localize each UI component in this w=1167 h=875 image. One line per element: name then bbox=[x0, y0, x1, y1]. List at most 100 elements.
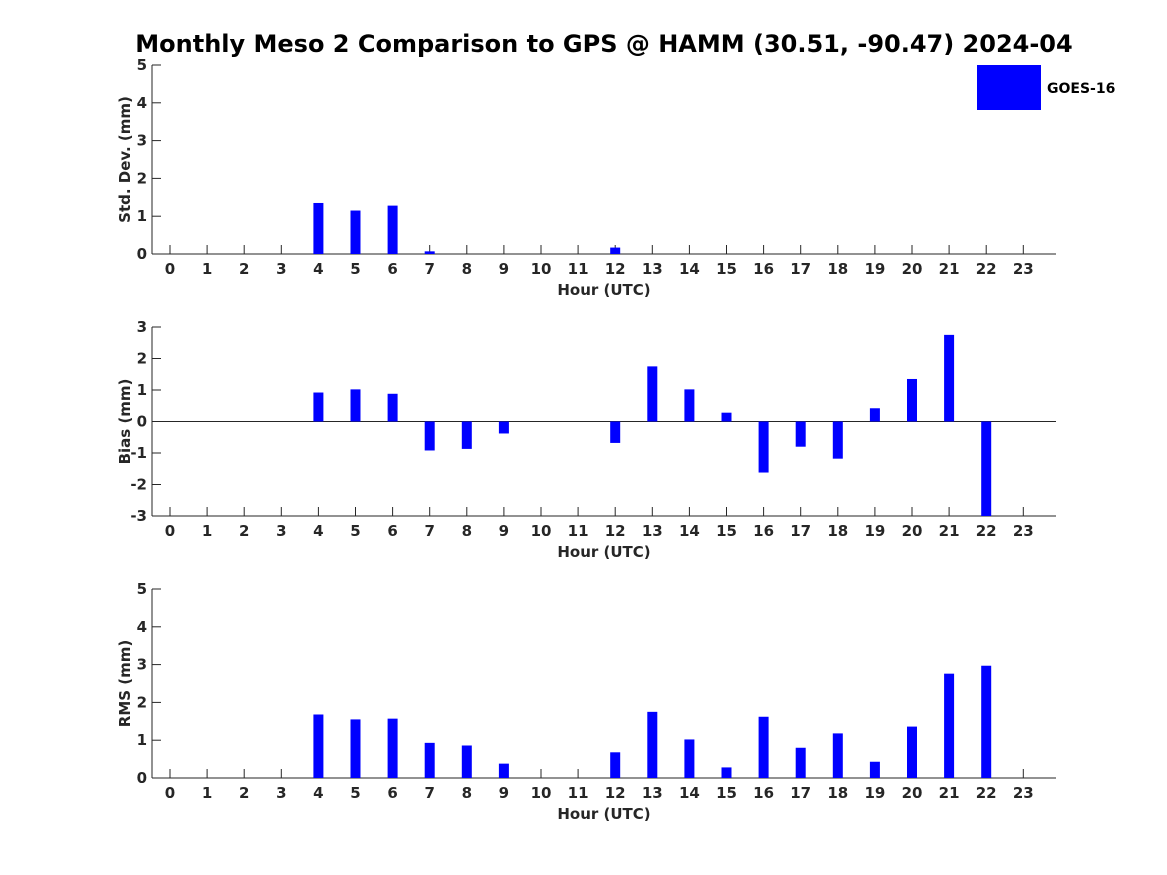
y-tick-label: 4 bbox=[137, 618, 147, 636]
x-tick-label: 21 bbox=[939, 522, 960, 540]
bar-hour-4 bbox=[313, 714, 324, 778]
x-tick-label: 5 bbox=[350, 260, 360, 278]
x-tick-label: 20 bbox=[902, 522, 923, 540]
y-tick-label: 1 bbox=[137, 207, 147, 225]
x-axis-label: Hour (UTC) bbox=[557, 543, 650, 561]
x-tick-label: 8 bbox=[462, 522, 472, 540]
bar-hour-18 bbox=[832, 733, 843, 778]
bar-hour-5 bbox=[350, 719, 361, 778]
y-tick-label: 2 bbox=[137, 350, 147, 368]
bar-hour-8 bbox=[461, 745, 472, 778]
x-tick-label: 7 bbox=[424, 784, 434, 802]
x-axis-label: Hour (UTC) bbox=[557, 805, 650, 823]
x-tick-label: 22 bbox=[976, 260, 997, 278]
x-tick-label: 5 bbox=[350, 522, 360, 540]
x-tick-label: 2 bbox=[239, 260, 249, 278]
x-tick-label: 20 bbox=[902, 260, 923, 278]
x-tick-label: 6 bbox=[387, 260, 397, 278]
bar-hour-7 bbox=[424, 251, 435, 254]
x-tick-label: 14 bbox=[679, 784, 700, 802]
bar-hour-17 bbox=[795, 747, 806, 778]
bar-hour-22 bbox=[981, 421, 992, 516]
bar-hour-12 bbox=[610, 421, 621, 443]
x-tick-label: 9 bbox=[499, 260, 509, 278]
x-tick-label: 1 bbox=[202, 784, 212, 802]
y-axis-label: RMS (mm) bbox=[116, 640, 134, 727]
x-axis-label: Hour (UTC) bbox=[557, 281, 650, 299]
x-tick-label: 15 bbox=[716, 522, 737, 540]
x-tick-label: 4 bbox=[313, 260, 323, 278]
bar-hour-4 bbox=[313, 392, 324, 422]
x-tick-label: 8 bbox=[462, 260, 472, 278]
bar-hour-12 bbox=[610, 752, 621, 778]
bar-hour-22 bbox=[981, 665, 992, 778]
x-tick-label: 17 bbox=[790, 522, 811, 540]
x-tick-label: 17 bbox=[790, 260, 811, 278]
bar-hour-15 bbox=[721, 412, 732, 422]
x-tick-label: 7 bbox=[424, 522, 434, 540]
x-tick-label: 7 bbox=[424, 260, 434, 278]
x-tick-label: 3 bbox=[276, 784, 286, 802]
x-tick-label: 13 bbox=[642, 260, 663, 278]
y-tick-label: 3 bbox=[137, 656, 147, 674]
x-tick-label: 10 bbox=[531, 784, 552, 802]
legend-swatch-goes-16 bbox=[977, 65, 1041, 110]
legend: GOES-16 bbox=[977, 65, 1115, 110]
x-tick-label: 13 bbox=[642, 522, 663, 540]
x-tick-label: 21 bbox=[939, 784, 960, 802]
bar-hour-17 bbox=[795, 421, 806, 447]
x-tick-label: 16 bbox=[753, 522, 774, 540]
y-tick-label: 5 bbox=[137, 56, 147, 74]
bar-hour-6 bbox=[387, 718, 398, 778]
legend-label: GOES-16 bbox=[1047, 81, 1115, 97]
x-tick-label: 15 bbox=[716, 784, 737, 802]
bar-hour-21 bbox=[944, 673, 955, 778]
bar-hour-18 bbox=[832, 421, 843, 459]
x-tick-label: 11 bbox=[568, 260, 589, 278]
bar-hour-13 bbox=[647, 366, 658, 422]
bar-hour-21 bbox=[944, 334, 955, 422]
x-tick-label: 14 bbox=[679, 522, 700, 540]
x-tick-label: 18 bbox=[827, 260, 848, 278]
x-tick-label: 23 bbox=[1013, 260, 1034, 278]
x-tick-label: 12 bbox=[605, 522, 626, 540]
x-tick-label: 18 bbox=[827, 522, 848, 540]
bar-hour-5 bbox=[350, 210, 361, 254]
x-tick-label: 16 bbox=[753, 260, 774, 278]
x-tick-label: 13 bbox=[642, 784, 663, 802]
y-axis-label: Std. Dev. (mm) bbox=[116, 96, 134, 223]
y-axis-label: Bias (mm) bbox=[116, 379, 134, 465]
x-tick-label: 11 bbox=[568, 522, 589, 540]
x-tick-label: 6 bbox=[387, 784, 397, 802]
bar-hour-4 bbox=[313, 202, 324, 254]
x-tick-label: 4 bbox=[313, 784, 323, 802]
y-tick-label: -3 bbox=[130, 507, 147, 525]
y-tick-label: 4 bbox=[137, 94, 147, 112]
x-tick-label: 4 bbox=[313, 522, 323, 540]
x-tick-label: 23 bbox=[1013, 522, 1034, 540]
x-tick-label: 19 bbox=[864, 522, 885, 540]
bar-hour-14 bbox=[684, 739, 695, 778]
y-tick-label: -1 bbox=[130, 444, 147, 462]
x-tick-label: 10 bbox=[531, 522, 552, 540]
y-tick-label: 3 bbox=[137, 318, 147, 336]
x-tick-label: 0 bbox=[165, 260, 175, 278]
x-tick-label: 12 bbox=[605, 784, 626, 802]
chart-title: Monthly Meso 2 Comparison to GPS @ HAMM … bbox=[135, 30, 1072, 58]
x-tick-label: 3 bbox=[276, 260, 286, 278]
y-tick-label: 2 bbox=[137, 169, 147, 187]
x-tick-label: 14 bbox=[679, 260, 700, 278]
x-tick-label: 12 bbox=[605, 260, 626, 278]
bar-hour-14 bbox=[684, 389, 695, 422]
y-tick-label: 0 bbox=[137, 769, 147, 787]
x-tick-label: 19 bbox=[864, 260, 885, 278]
bar-hour-13 bbox=[647, 711, 658, 778]
bar-hour-5 bbox=[350, 389, 361, 422]
x-tick-label: 1 bbox=[202, 522, 212, 540]
bar-hour-7 bbox=[424, 421, 435, 451]
y-tick-label: 0 bbox=[137, 245, 147, 263]
